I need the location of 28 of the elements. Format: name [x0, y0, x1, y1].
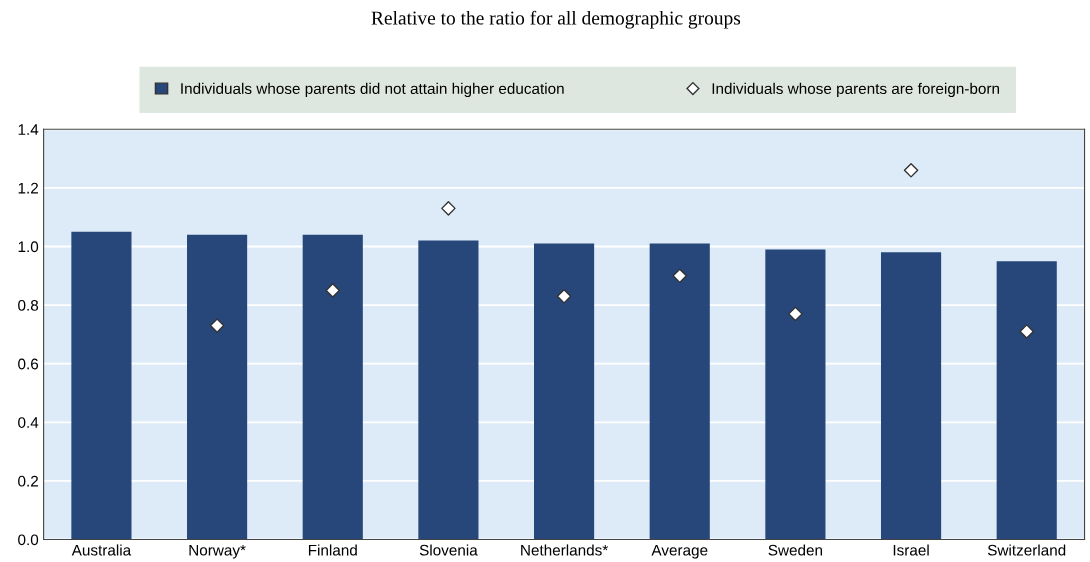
x-tick-label: Finland — [308, 544, 357, 556]
y-tick-label: 1.0 — [18, 241, 39, 253]
point — [672, 268, 688, 284]
x-tick-label: Israel — [893, 544, 929, 556]
y-tick-label: 0.6 — [18, 358, 39, 370]
legend-label: Individuals whose parents did not attain higher education — [181, 82, 564, 98]
chart-title: Relative to the ratio for all demographic groups — [371, 10, 741, 29]
y-tick-label: 0.2 — [18, 475, 38, 487]
x-tick-label: Slovenia — [419, 544, 478, 556]
y-tick-label: 0.0 — [18, 534, 39, 546]
x-tick-label: Switzerland — [987, 544, 1066, 556]
x-tick-label: Sweden — [768, 544, 823, 556]
point — [441, 201, 456, 216]
y-tick-label: 0.4 — [18, 417, 39, 428]
point — [556, 289, 572, 304]
point — [325, 283, 341, 298]
point — [788, 306, 803, 322]
y-tick-label: 1.4 — [18, 124, 39, 135]
x-tick-label: Australia — [71, 544, 132, 556]
x-tick-label: Average — [651, 544, 708, 559]
point — [209, 318, 225, 333]
x-tick-label: Norway* — [189, 544, 246, 559]
point — [1019, 324, 1035, 339]
y-tick-label: 1.2 — [18, 182, 38, 194]
point — [903, 163, 919, 178]
x-tick-label: Netherlands* — [521, 544, 608, 556]
legend-label: Individuals whose parents are foreign-born — [712, 82, 1000, 98]
y-tick-label: 0.8 — [18, 299, 39, 311]
